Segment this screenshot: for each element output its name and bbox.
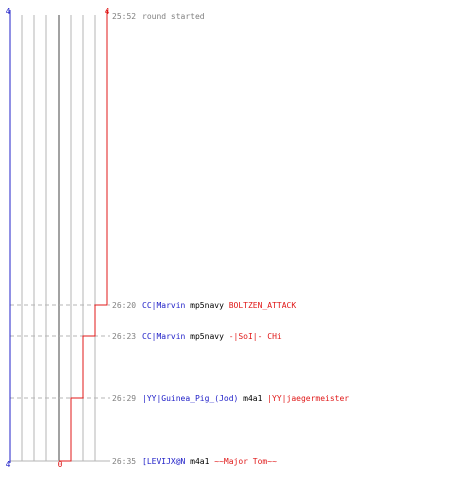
event-row: 26:35 [LEVIJX@N m4a1 ~~Major Tom~~: [112, 457, 277, 466]
killer-name: |YY|Guinea_Pig_(Jod): [142, 394, 238, 403]
event-time: 26:35: [112, 457, 136, 466]
event-time: 25:52: [112, 12, 136, 21]
victim-name: BOLTZEN_ATTACK: [229, 301, 297, 310]
event-text: CC|Marvin mp5navy BOLTZEN_ATTACK: [142, 301, 296, 310]
victim-name: ~~Major Tom~~: [214, 457, 277, 466]
event-time: 26:20: [112, 301, 136, 310]
blue-score-bottom: 4: [6, 460, 11, 469]
killer-name: [LEVIJX@N: [142, 457, 186, 466]
event-time: 26:29: [112, 394, 136, 403]
red-team-line: [59, 10, 108, 462]
event-text: CC|Marvin mp5navy -|SoI|- CHi: [142, 332, 282, 341]
event-text: |YY|Guinea_Pig_(Jod) m4a1 |YY|jaegermeis…: [142, 394, 349, 403]
event-row: 26:20 CC|Marvin mp5navy BOLTZEN_ATTACK: [112, 301, 296, 310]
killer-name: CC|Marvin: [142, 332, 186, 341]
player-grid: [10, 15, 108, 462]
red-score-bottom: 0: [58, 460, 63, 469]
weapon-name: m4a1: [185, 457, 214, 466]
blue-score-top: 4: [6, 7, 11, 16]
red-score-top: 4: [105, 7, 110, 16]
event-text: round started: [142, 12, 205, 21]
event-message: round started: [142, 12, 205, 21]
event-time: 26:23: [112, 332, 136, 341]
weapon-name: mp5navy: [185, 301, 228, 310]
event-row: 26:29 |YY|Guinea_Pig_(Jod) m4a1 |YY|jaege…: [112, 394, 349, 403]
event-row: 25:52 round started: [112, 12, 205, 21]
event-row: 26:23 CC|Marvin mp5navy -|SoI|- CHi: [112, 332, 282, 341]
event-labels: 25:52 round started 26:20 CC|Marvin mp5navy…: [112, 12, 349, 466]
victim-name: |YY|jaegermeister: [267, 394, 349, 403]
weapon-name: m4a1: [238, 394, 267, 403]
victim-name: -|SoI|- CHi: [229, 332, 282, 341]
weapon-name: mp5navy: [185, 332, 228, 341]
event-text: [LEVIJX@N m4a1 ~~Major Tom~~: [142, 457, 277, 466]
killer-name: CC|Marvin: [142, 301, 186, 310]
